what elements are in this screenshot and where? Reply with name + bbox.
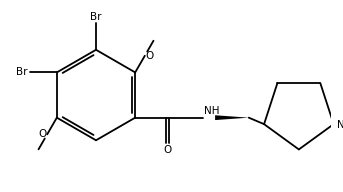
- Text: O: O: [163, 145, 172, 155]
- Text: O: O: [146, 51, 154, 61]
- Text: NH: NH: [203, 106, 219, 116]
- Text: Br: Br: [16, 67, 28, 77]
- Text: Br: Br: [90, 12, 102, 22]
- Polygon shape: [215, 115, 249, 120]
- Text: O: O: [38, 129, 46, 139]
- Text: N: N: [336, 120, 343, 130]
